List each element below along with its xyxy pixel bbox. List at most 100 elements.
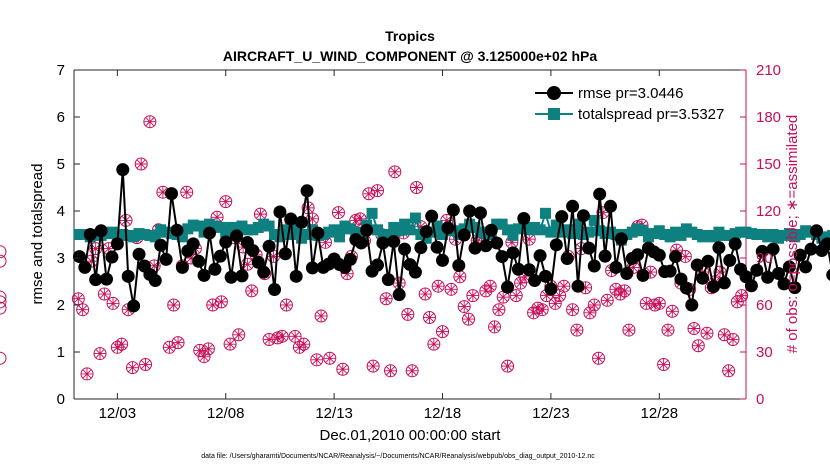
rmse-point [479, 239, 493, 253]
obs-assimilated-marker [332, 206, 345, 219]
rmse-point [571, 279, 585, 293]
obs-point [275, 329, 289, 343]
totalspread-point [821, 231, 830, 243]
right-tick-label: 180 [756, 109, 781, 126]
obs-point [214, 295, 228, 309]
obs-point [288, 329, 302, 343]
obs-assimilated-marker [653, 297, 666, 310]
right-tick-label: 0 [756, 391, 764, 408]
obs-assimilated-marker [193, 344, 206, 357]
obs-assimilated-marker [289, 330, 302, 343]
right-axis-label: # of obs: o=possible; ∗=assimilated [784, 115, 801, 354]
obs-assimilated-marker [505, 236, 518, 249]
x-tick-label: 12/08 [207, 405, 245, 422]
rmse-point [582, 241, 596, 255]
obs-point [106, 296, 120, 310]
totalspread-point [637, 225, 649, 237]
obs-assimilated-marker [206, 299, 219, 311]
rmse-point [761, 270, 775, 284]
rmse-layer [72, 163, 830, 313]
rmse-point [555, 210, 569, 224]
rmse-point [495, 250, 509, 264]
obs-point [206, 298, 220, 312]
obs-assimilated-marker [341, 267, 354, 280]
obs-assimilated-marker [388, 165, 401, 178]
obs-assimilated-marker [423, 311, 436, 324]
rmse-point [696, 271, 710, 285]
rmse-point [262, 239, 276, 253]
rmse-point [116, 163, 130, 177]
totalspread-point [507, 229, 519, 241]
x-axis-ticks: 12/03 12/08 12/13 12/18 12/23 12/28 [99, 70, 678, 422]
obs-assimilated-marker [102, 242, 115, 255]
rmse-point [235, 269, 249, 283]
rmse-point [593, 187, 607, 201]
obs-assimilated-marker [271, 331, 284, 344]
rmse-point [772, 267, 786, 281]
obs-assimilated-marker [679, 250, 692, 263]
rmse-point [425, 209, 439, 223]
obs-possible-marker [0, 295, 7, 309]
obs-point [492, 303, 506, 317]
rmse-point [463, 204, 477, 218]
rmse-point [522, 263, 536, 277]
legend-spread-label: totalspread pr=3.5327 [578, 106, 724, 123]
obs-assimilated-marker [440, 214, 453, 227]
obs-point [566, 303, 580, 317]
obs-point [509, 289, 523, 303]
obs-assimilated-marker [618, 284, 631, 297]
rmse-point [268, 282, 282, 296]
obs-point [652, 296, 666, 310]
obs-assimilated-marker [462, 313, 475, 326]
rmse-point [820, 237, 830, 251]
rmse-point [208, 262, 222, 276]
rmse-point [576, 209, 590, 223]
obs-assimilated-marker [310, 353, 323, 366]
rmse-point [533, 249, 547, 263]
obs-assimilated-marker [224, 338, 237, 351]
rmse-point [197, 268, 211, 282]
obs-point [297, 337, 311, 351]
rmse-point [604, 199, 618, 213]
totalspread-point [502, 224, 514, 236]
rmse-point [305, 261, 319, 275]
totalspread-point [404, 224, 416, 236]
rmse-point [224, 270, 238, 284]
obs-assimilated-marker [202, 342, 215, 355]
obs-point [0, 352, 7, 365]
totalspread-point [567, 228, 579, 240]
obs-assimilated-marker [126, 361, 139, 374]
totalspread-point [274, 231, 286, 243]
obs-assimilated-marker [111, 341, 124, 354]
obs-point [93, 347, 107, 361]
rmse-point [511, 262, 525, 276]
rmse-point [560, 251, 574, 265]
totalspread-point [534, 224, 546, 236]
obs-assimilated-marker [713, 266, 726, 279]
obs-assimilated-marker [661, 324, 674, 337]
obs-point [444, 282, 458, 296]
obs-point [115, 337, 129, 351]
totalspread-point [550, 219, 562, 231]
rmse-point [706, 280, 720, 294]
obs-point [405, 364, 419, 378]
obs-assimilated-marker [414, 220, 427, 233]
obs-point [89, 242, 103, 256]
totalspread-point [193, 220, 205, 232]
obs-point [331, 206, 345, 220]
obs-assimilated-marker [458, 300, 471, 313]
totalspread-point [431, 220, 443, 232]
obs-assimilated-marker [726, 333, 739, 346]
totalspread-point [263, 220, 275, 232]
obs-point [383, 364, 397, 378]
obs-assimilated-marker [297, 338, 310, 351]
obs-assimilated-marker [484, 280, 497, 293]
totalspread-point [334, 231, 346, 243]
rmse-point [343, 252, 357, 266]
obs-assimilated-marker [518, 270, 531, 283]
obs-point [613, 287, 627, 301]
obs-point [700, 326, 714, 340]
rmse-point [587, 259, 601, 273]
obs-assimilated-marker [139, 358, 152, 371]
obs-assimilated-marker [135, 158, 148, 170]
